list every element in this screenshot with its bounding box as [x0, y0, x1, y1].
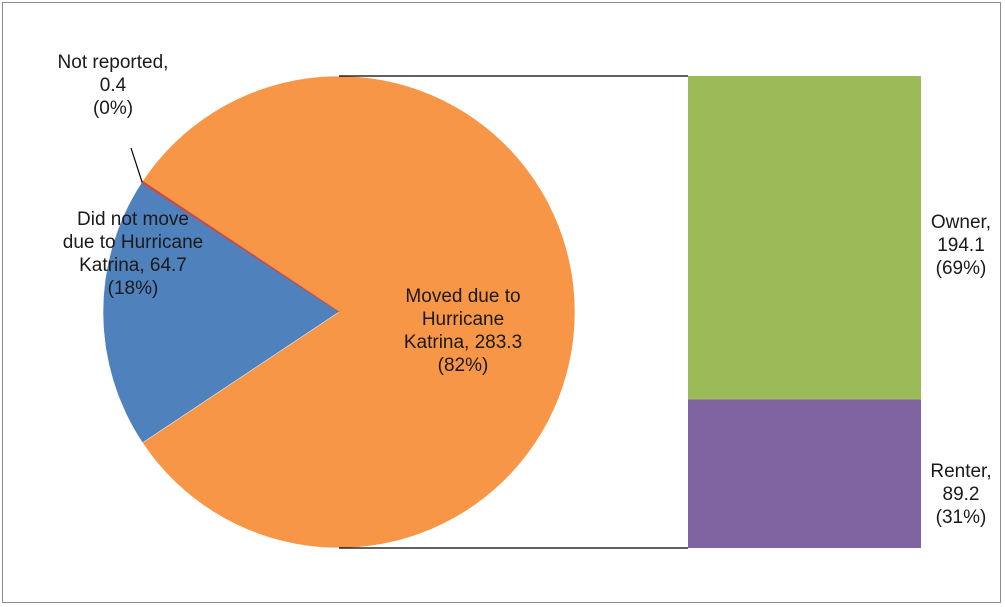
renter-label: Renter, 89.2 (31%) [930, 461, 992, 528]
pie-slice-did-not-move [102, 182, 340, 444]
not-reported-label: Not reported, 0.4 (0%) [57, 52, 169, 119]
bar-segment-owner [688, 76, 921, 400]
owner-label: Owner, 194.1 (69%) [930, 212, 992, 279]
bar-segment-renter [688, 399, 921, 548]
not-reported-leader-line [130, 147, 143, 183]
pie-slice-not-reported [140, 180, 340, 313]
pie-slice-moved [142, 75, 576, 549]
bar-of-pie-chart [102, 75, 921, 549]
moved-label: Moved due to Hurricane Katrina, 283.3 (8… [403, 286, 523, 376]
did-not-move-label: Did not move due to Hurricane Katrina, 6… [62, 209, 204, 299]
